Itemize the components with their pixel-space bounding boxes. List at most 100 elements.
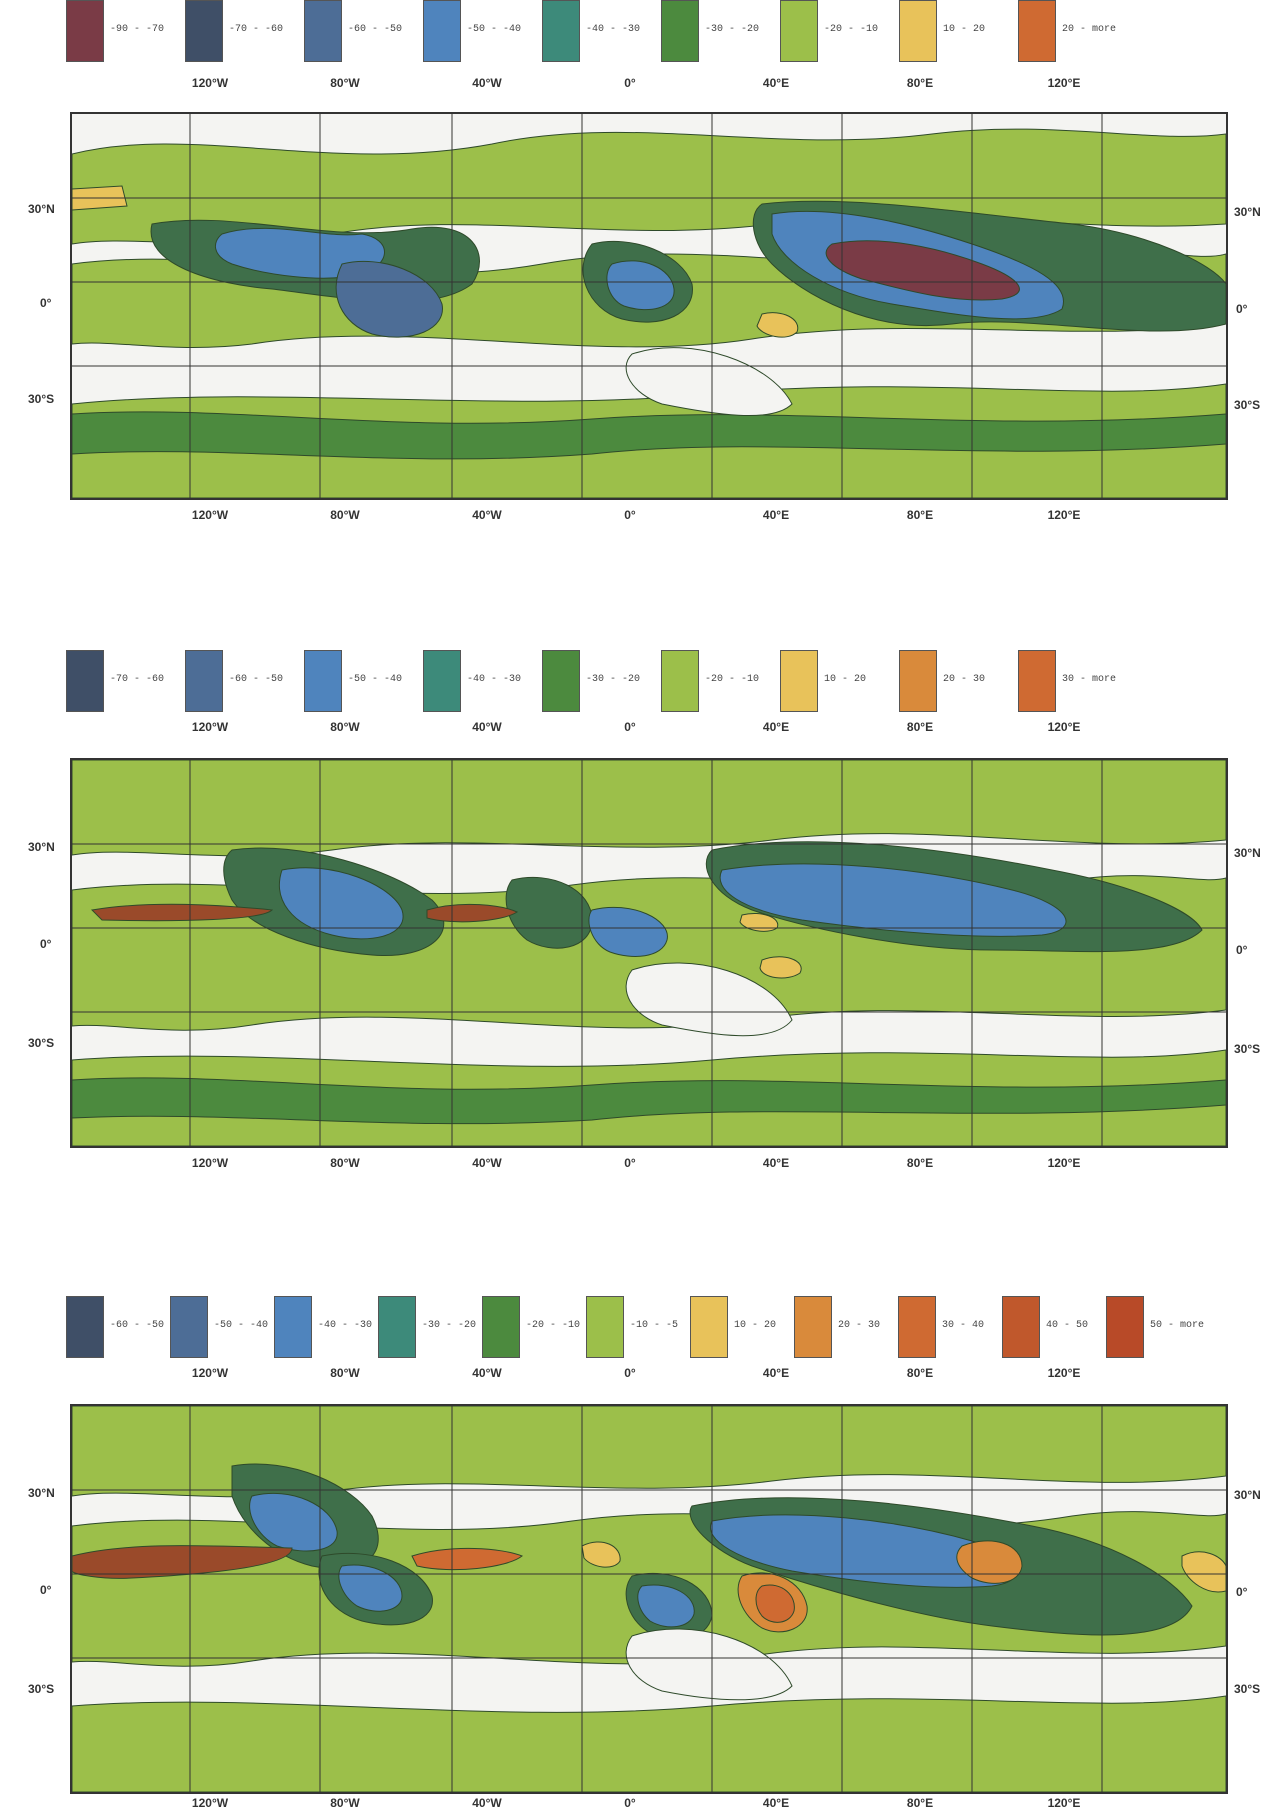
lat-label-30s-left: 30°S: [28, 1036, 55, 1050]
lon-tick-label: 0°: [624, 76, 636, 90]
legend-label: -10 - -5: [630, 1320, 679, 1331]
legend-swatch: [542, 650, 580, 712]
anomaly-contour: [759, 956, 802, 979]
anomaly-contour: [588, 906, 668, 957]
lon-tick-label: 40°E: [762, 76, 790, 90]
lon-tick-label: 80°W: [330, 76, 360, 90]
legend-swatch: [66, 0, 104, 62]
lat-label-eq-right: 0°: [1236, 943, 1248, 957]
lon-tick-label: 40°W: [472, 1366, 502, 1380]
lat-label-eq-left: 0°: [40, 1583, 52, 1597]
anomaly-contour: [825, 240, 1020, 301]
lat-label-eq-right: 0°: [1236, 302, 1248, 316]
anomaly-contour: [719, 863, 1067, 937]
lon-tick-label: 80°E: [906, 720, 934, 734]
lon-tick-label: 120°W: [191, 1796, 229, 1810]
lat-label-30n-right: 30°N: [1234, 205, 1261, 219]
lon-tick-label: 40°E: [762, 1366, 790, 1380]
bottom-lon-axis: 120°W 80°W 40°W 0° 40°E 80°E 120°E: [0, 1156, 1271, 1172]
lon-tick-label: 120°E: [1047, 508, 1081, 522]
lat-label-30n-left: 30°N: [28, 840, 55, 854]
legend-swatch: [899, 0, 937, 62]
legend-label: -70 - -60: [110, 674, 165, 685]
legend-swatch: [66, 650, 104, 712]
lon-tick-label: 80°E: [906, 76, 934, 90]
anomaly-contour: [278, 867, 404, 940]
lon-tick-label: 40°W: [472, 1156, 502, 1170]
anomaly-contour: [581, 1541, 621, 1568]
lon-tick-label: 120°W: [191, 508, 229, 522]
lon-tick-label: 40°W: [472, 508, 502, 522]
lat-label-30n-left: 30°N: [28, 202, 55, 216]
lon-tick-label: 80°E: [906, 508, 934, 522]
legend-label: 10 - 20: [734, 1320, 777, 1331]
anomaly-map: [70, 112, 1228, 500]
lon-tick-label: 120°E: [1047, 1366, 1081, 1380]
legend-label: 50 - more: [1150, 1320, 1205, 1331]
lon-tick-label: 80°W: [330, 508, 360, 522]
legend-swatch: [661, 650, 699, 712]
anomaly-contour: [335, 260, 443, 338]
anomaly-contour: [426, 903, 519, 923]
lon-tick-label: 0°: [624, 720, 636, 734]
legend-label: -40 - -30: [467, 674, 522, 685]
lon-tick-label: 80°W: [330, 1366, 360, 1380]
legend-swatch: [1018, 650, 1056, 712]
legend-swatch: [66, 1296, 104, 1358]
legend-label: -60 - -50: [229, 674, 284, 685]
anomaly-contour: [249, 1492, 338, 1552]
anomaly-map: [70, 758, 1228, 1148]
legend-label: -50 - -40: [214, 1320, 269, 1331]
lat-label-eq-right: 0°: [1236, 1585, 1248, 1599]
top-lon-axis: 120°W 80°W 40°W 0° 40°E 80°E 120°E: [0, 1366, 1271, 1382]
lat-label-30n-right: 30°N: [1234, 1488, 1261, 1502]
anomaly-contour: [625, 962, 793, 1037]
legend-swatch: [482, 1296, 520, 1358]
lon-tick-label: 80°W: [330, 720, 360, 734]
legend-label: -90 - -70: [110, 24, 165, 35]
legend-swatch: [185, 650, 223, 712]
anomaly-contour: [72, 760, 1226, 857]
anomaly-contour: [90, 903, 274, 922]
lat-label-30n-right: 30°N: [1234, 846, 1261, 860]
lon-tick-label: 120°E: [1047, 1796, 1081, 1810]
lon-tick-label: 80°W: [330, 1796, 360, 1810]
map-panel-1: -90 - -70 -70 - -60 -60 - -50 -50 - -40 -40 …: [0, 0, 1271, 522]
lat-label-eq-left: 0°: [40, 937, 52, 951]
legend-swatch: [780, 650, 818, 712]
anomaly-contour: [1181, 1551, 1226, 1593]
legend-swatch: [794, 1296, 832, 1358]
anomaly-contour: [709, 1514, 1017, 1588]
lon-tick-label: 0°: [624, 508, 636, 522]
legend-swatch: [661, 0, 699, 62]
legend-swatch: [423, 650, 461, 712]
anomaly-contour: [625, 1628, 793, 1701]
lon-tick-label: 120°W: [191, 76, 229, 90]
lon-tick-label: 40°E: [762, 720, 790, 734]
map-plot: [72, 1406, 1226, 1792]
anomaly-contour: [72, 411, 1226, 460]
legend-swatch: [1106, 1296, 1144, 1358]
anomaly-contour: [72, 1695, 1226, 1792]
anomaly-contour: [956, 1540, 1023, 1584]
anomaly-contour: [756, 312, 799, 338]
legend-swatch: [780, 0, 818, 62]
legend-swatch: [274, 1296, 312, 1358]
legend-label: -30 - -20: [422, 1320, 477, 1331]
legend-label: -20 - -10: [824, 24, 879, 35]
legend-label: -30 - -20: [586, 674, 641, 685]
lon-tick-label: 120°W: [191, 720, 229, 734]
lat-label-30n-left: 30°N: [28, 1486, 55, 1500]
lat-label-30s-right: 30°S: [1234, 1042, 1261, 1056]
legend-label: 20 - 30: [943, 674, 986, 685]
lon-tick-label: 80°E: [906, 1156, 934, 1170]
lon-tick-label: 120°W: [191, 1156, 229, 1170]
lat-label-30s-right: 30°S: [1234, 398, 1261, 412]
legend-label: -40 - -30: [318, 1320, 373, 1331]
lon-tick-label: 120°E: [1047, 76, 1081, 90]
lon-tick-label: 40°E: [762, 1796, 790, 1810]
legend-label: -40 - -30: [586, 24, 641, 35]
top-lon-axis: 120°W 80°W 40°W 0° 40°E 80°E 120°E: [0, 720, 1271, 736]
lon-tick-label: 40°W: [472, 720, 502, 734]
anomaly-contour: [72, 1545, 293, 1579]
